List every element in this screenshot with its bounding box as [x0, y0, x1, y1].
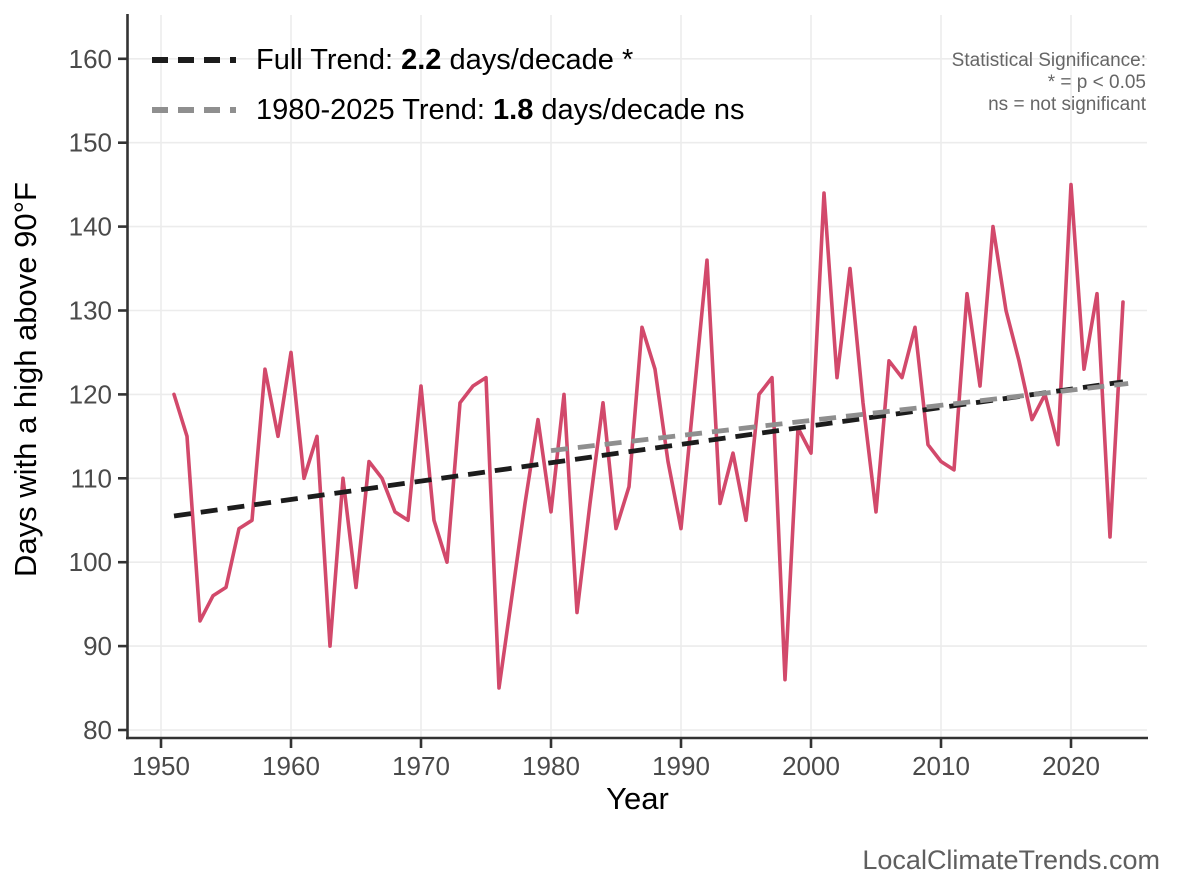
x-tick-label: 2010	[912, 751, 970, 781]
legend-label-full-trend: Full Trend: 2.2 days/decade *	[256, 44, 633, 77]
y-tick-label: 80	[83, 715, 112, 745]
legend: Full Trend: 2.2 days/decade * 1980-2025 …	[152, 42, 745, 142]
x-tick-label: 1990	[652, 751, 710, 781]
x-tick-label: 1960	[262, 751, 320, 781]
x-tick-label: 1950	[132, 751, 190, 781]
legend-full-value: 2.2	[401, 43, 442, 76]
legend-label-recent-trend: 1980-2025 Trend: 1.8 days/decade ns	[256, 94, 745, 127]
x-axis-title: Year	[606, 781, 669, 816]
y-axis-title: Days with a high above 90°F	[8, 182, 43, 578]
x-tick-label: 2020	[1042, 751, 1100, 781]
significance-note: Statistical Significance: * = p < 0.05 n…	[952, 50, 1146, 116]
significance-note-line3: ns = not significant	[988, 94, 1146, 115]
x-tick-label: 1980	[522, 751, 580, 781]
y-tick-label: 110	[71, 463, 112, 493]
legend-recent-prefix: 1980-2025 Trend:	[256, 93, 494, 126]
y-tick-label: 140	[69, 212, 112, 242]
legend-row-recent-trend: 1980-2025 Trend: 1.8 days/decade ns	[152, 92, 745, 128]
watermark: LocalClimateTrends.com	[862, 845, 1160, 875]
y-tick-label: 100	[69, 547, 112, 577]
full-trend-dash-icon	[152, 57, 236, 63]
legend-full-prefix: Full Trend:	[256, 43, 402, 76]
legend-recent-value: 1.8	[493, 93, 534, 126]
y-tick-label: 120	[69, 379, 112, 409]
legend-row-full-trend: Full Trend: 2.2 days/decade *	[152, 42, 745, 78]
recent-trend-dash-icon	[152, 107, 236, 113]
significance-note-line1: Statistical Significance:	[951, 50, 1146, 71]
y-tick-label: 90	[83, 631, 112, 661]
legend-recent-suffix: days/decade ns	[533, 93, 745, 126]
trend-1980-2025-line	[550, 381, 1129, 453]
legend-full-suffix: days/decade *	[441, 43, 634, 76]
y-tick-label: 150	[69, 128, 112, 158]
x-tick-label: 2000	[782, 751, 840, 781]
y-tick-label: 160	[69, 44, 112, 74]
annual-days-line	[172, 182, 1125, 690]
x-tick-label: 1970	[392, 751, 450, 781]
y-tick-label: 130	[69, 296, 112, 326]
significance-note-line2: * = p < 0.05	[1047, 72, 1146, 93]
